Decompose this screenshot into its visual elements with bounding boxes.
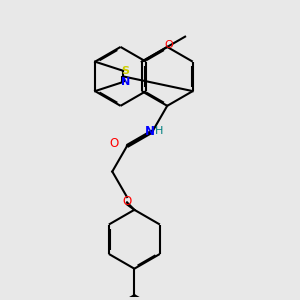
Text: O: O: [122, 195, 132, 208]
Text: O: O: [109, 136, 119, 150]
Text: H: H: [155, 126, 163, 136]
Text: O: O: [164, 40, 173, 50]
Text: N: N: [145, 125, 155, 138]
Text: N: N: [121, 77, 130, 87]
Text: S: S: [122, 66, 129, 76]
